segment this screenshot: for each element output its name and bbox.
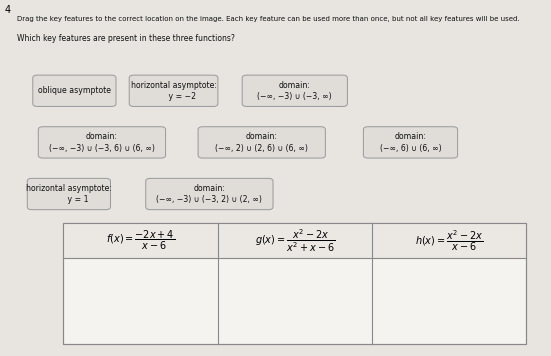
- Text: domain:
(−∞, 2) ∪ (2, 6) ∪ (6, ∞): domain: (−∞, 2) ∪ (2, 6) ∪ (6, ∞): [215, 132, 308, 153]
- Text: horizontal asymptote:
       y = 1: horizontal asymptote: y = 1: [26, 184, 112, 204]
- Text: domain:
(−∞, 6) ∪ (6, ∞): domain: (−∞, 6) ∪ (6, ∞): [380, 132, 441, 153]
- FancyBboxPatch shape: [27, 178, 110, 210]
- Text: $h(x)=\dfrac{x^2-2x}{x-6}$: $h(x)=\dfrac{x^2-2x}{x-6}$: [415, 228, 483, 253]
- FancyBboxPatch shape: [242, 75, 348, 106]
- Bar: [63, 222, 526, 344]
- FancyBboxPatch shape: [364, 127, 457, 158]
- Text: 4: 4: [4, 5, 10, 15]
- Bar: [63, 222, 526, 344]
- FancyBboxPatch shape: [198, 127, 325, 158]
- Text: oblique asymptote: oblique asymptote: [38, 86, 111, 95]
- FancyBboxPatch shape: [145, 178, 273, 210]
- Text: domain:
(−∞, −3) ∪ (−3, 2) ∪ (2, ∞): domain: (−∞, −3) ∪ (−3, 2) ∪ (2, ∞): [156, 184, 262, 204]
- Text: domain:
(−∞, −3) ∪ (−3, ∞): domain: (−∞, −3) ∪ (−3, ∞): [257, 80, 332, 101]
- Text: $f(x)=\dfrac{-2x+4}{x-6}$: $f(x)=\dfrac{-2x+4}{x-6}$: [106, 229, 175, 252]
- FancyBboxPatch shape: [129, 75, 218, 106]
- Bar: [63, 222, 526, 258]
- Text: $g(x)=\dfrac{x^2-2x}{x^2+x-6}$: $g(x)=\dfrac{x^2-2x}{x^2+x-6}$: [255, 227, 335, 253]
- Text: Drag the key features to the correct location on the image. Each key feature can: Drag the key features to the correct loc…: [17, 16, 519, 22]
- Text: Which key features are present in these three functions?: Which key features are present in these …: [17, 34, 234, 43]
- Text: domain:
(−∞, −3) ∪ (−3, 6) ∪ (6, ∞): domain: (−∞, −3) ∪ (−3, 6) ∪ (6, ∞): [49, 132, 155, 153]
- Text: horizontal asymptote:
       y = −2: horizontal asymptote: y = −2: [131, 80, 217, 101]
- FancyBboxPatch shape: [33, 75, 116, 106]
- FancyBboxPatch shape: [39, 127, 165, 158]
